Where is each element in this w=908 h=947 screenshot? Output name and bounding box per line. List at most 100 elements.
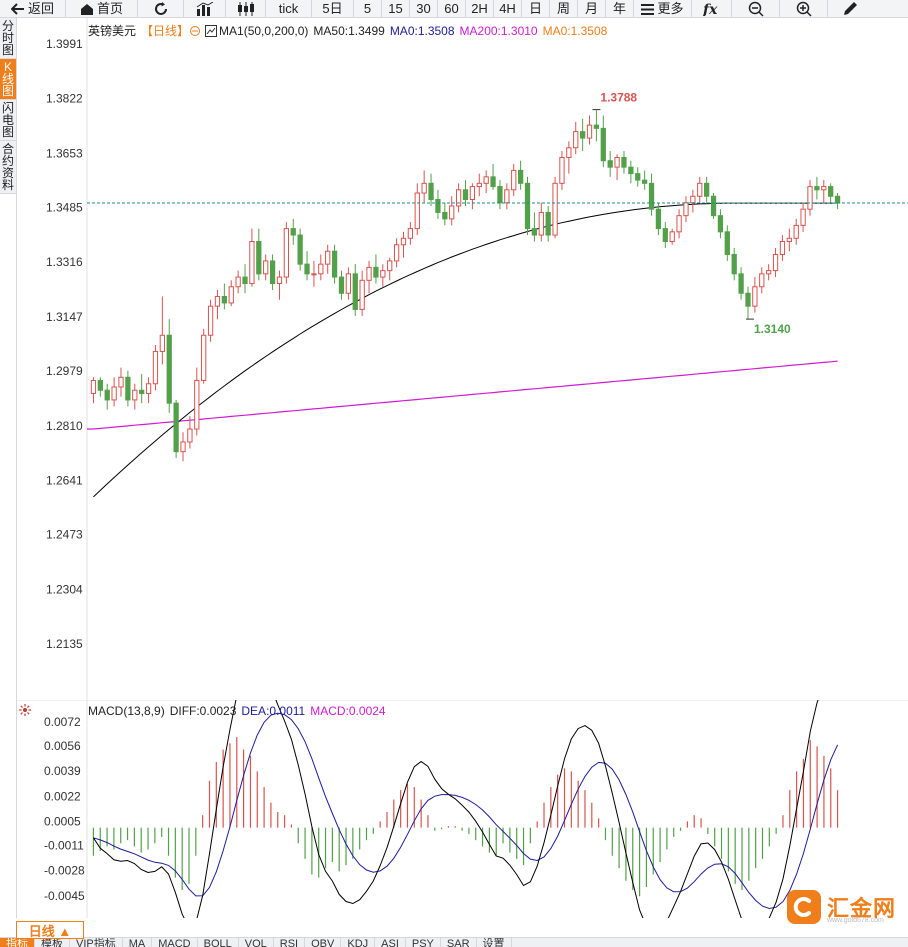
home-button[interactable]: 首页 <box>66 0 138 18</box>
candle <box>607 151 613 177</box>
back-button[interactable]: 返回 <box>0 0 66 18</box>
candle-body <box>648 182 655 210</box>
candle-body <box>621 156 627 168</box>
candle-body <box>642 179 648 184</box>
candle <box>483 170 489 194</box>
ma50-value: MA50:1.3499 <box>313 23 385 38</box>
formula-button[interactable]: fx <box>692 0 732 18</box>
candle-body <box>766 270 772 275</box>
indicator-tab-12[interactable]: SAR <box>441 938 477 947</box>
candlestick-type-button[interactable] <box>226 0 266 18</box>
candle-body <box>173 402 179 453</box>
macd-name: MACD(13,8,9) <box>88 704 165 718</box>
candle-body <box>738 273 744 294</box>
indicator-tab-8[interactable]: OBV <box>305 938 342 947</box>
home-label: 首页 <box>96 1 123 16</box>
candle <box>235 270 241 294</box>
candle-body <box>490 176 496 188</box>
candle-body <box>690 195 696 204</box>
svg-text:fx: fx <box>703 2 718 16</box>
candle-body <box>579 131 586 139</box>
indicator-tab-9[interactable]: KDJ <box>341 938 376 947</box>
period-day-button[interactable]: 日 <box>522 0 550 18</box>
period-4h-button[interactable]: 4H <box>494 0 522 18</box>
candle-body <box>159 334 165 352</box>
candle <box>614 154 620 181</box>
candle <box>593 109 600 142</box>
period-60-button[interactable]: 60 <box>438 0 466 18</box>
candle-body <box>504 189 510 204</box>
period-year-button[interactable]: 年 <box>606 0 634 18</box>
indicator-tab-2[interactable]: VIP指标 <box>70 938 123 947</box>
candle <box>828 183 834 203</box>
candle <box>331 244 338 284</box>
indicator-tab-10[interactable]: ASI <box>375 938 406 947</box>
candle-body <box>207 305 214 336</box>
indicator-tab-1[interactable]: 模板 <box>35 938 70 947</box>
macd-chart[interactable]: 0.0072 0.0056 0.0039 0.0022 0.0005 -0.0011 -0.… <box>17 700 908 918</box>
indicator-chart-button[interactable] <box>184 0 226 18</box>
candle-body <box>793 224 799 239</box>
zoom-out-button[interactable] <box>732 0 780 18</box>
period-5-button[interactable]: 5 <box>354 0 382 18</box>
candle-body <box>683 202 689 217</box>
candle-body <box>400 237 407 246</box>
settings-circle-icon[interactable] <box>189 25 201 37</box>
period-2h-button[interactable]: 2H <box>466 0 494 18</box>
period-week-button[interactable]: 周 <box>550 0 578 18</box>
refresh-button[interactable] <box>138 0 184 18</box>
tab-contract[interactable]: 合约资料 <box>0 141 16 194</box>
indicator-tab-13[interactable]: 设置 <box>477 938 512 947</box>
zoom-in-button[interactable] <box>780 0 828 18</box>
candle <box>635 167 641 187</box>
candle <box>469 183 476 210</box>
menu-icon <box>641 3 655 15</box>
candle-body <box>834 195 841 204</box>
candle-body <box>104 389 110 401</box>
candle <box>531 212 538 242</box>
candle-body <box>752 286 758 307</box>
candle <box>669 228 675 245</box>
candle-body <box>710 195 717 217</box>
period-5day-button[interactable]: 5日 <box>312 0 354 18</box>
candle-body <box>152 350 159 385</box>
period-tick-button[interactable]: tick <box>266 0 312 18</box>
candle-body <box>828 186 834 197</box>
price-chart[interactable]: 1.3991 1.3822 1.3653 1.3485 1.3316 1.3147 1.29… <box>17 18 908 700</box>
indicator-tab-0[interactable]: 指标 <box>0 938 35 947</box>
candle <box>552 176 558 239</box>
candle-body <box>800 208 806 226</box>
candlestick-icon <box>237 2 254 16</box>
candle <box>821 180 827 203</box>
indicator-tab-6[interactable]: VOL <box>239 938 274 947</box>
period-15-button[interactable]: 15 <box>382 0 410 18</box>
indicator-settings-icon[interactable] <box>19 704 31 716</box>
ma-config: MA1(50,0,200,0) <box>219 23 309 38</box>
logo-c-icon <box>793 897 811 917</box>
indicator-tab-7[interactable]: RSI <box>274 938 306 947</box>
indicator-tab-11[interactable]: PSY <box>406 938 441 947</box>
macd-tick-label: -0.0045 <box>44 889 85 903</box>
indicator-tab-4[interactable]: MACD <box>152 938 198 947</box>
tab-flash[interactable]: 闪电图 <box>0 100 16 141</box>
candle-body <box>380 270 386 278</box>
more-button[interactable]: 更多 <box>634 0 692 18</box>
draw-tool-button[interactable] <box>828 0 872 18</box>
tab-timeshare[interactable]: 分时图 <box>0 18 16 59</box>
period-month-button[interactable]: 月 <box>578 0 606 18</box>
candle-body <box>442 211 448 220</box>
candle-body <box>538 211 544 236</box>
period-selector-button[interactable]: 日线 ▲ <box>16 921 84 939</box>
candle-body <box>325 250 331 265</box>
period-30-button[interactable]: 30 <box>410 0 438 18</box>
candle <box>648 173 655 216</box>
candle <box>786 228 792 252</box>
indicator-tab-3[interactable]: MA <box>123 938 153 947</box>
indicator-tab-5[interactable]: BOLL <box>198 938 239 947</box>
side-divider <box>16 18 17 918</box>
candle <box>752 277 758 313</box>
candle-body <box>256 241 262 275</box>
period-tick-label: tick <box>278 1 299 16</box>
candle <box>104 383 110 410</box>
